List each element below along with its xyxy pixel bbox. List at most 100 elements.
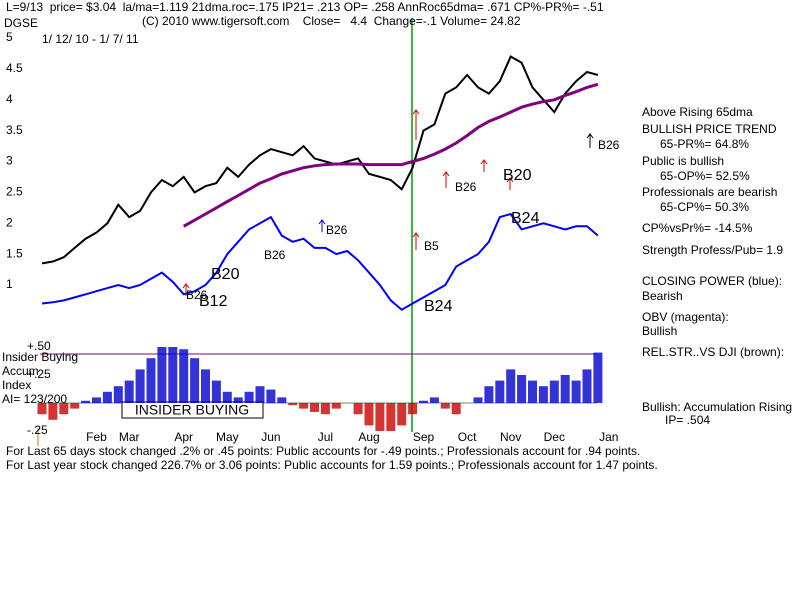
y-tick-label: 2.5 <box>6 185 23 199</box>
panel-label: Insider Buying <box>2 350 78 364</box>
accum-bar <box>299 403 309 409</box>
side-note: 65-OP%= 52.5% <box>660 169 750 183</box>
series-line <box>41 55 599 265</box>
side-note: OBV (magenta): <box>642 310 729 324</box>
accum-bar <box>266 389 276 403</box>
footer-line: For Last 65 days stock changed .2% or .4… <box>6 444 640 458</box>
accum-bar <box>48 403 58 420</box>
accum-bar <box>92 397 101 403</box>
accum-bar <box>211 380 221 403</box>
signal-arrow <box>506 177 514 190</box>
accum-bar <box>375 403 385 431</box>
y-tick-label: 3 <box>6 154 13 168</box>
accum-bar <box>288 403 298 406</box>
signal-arrow <box>318 219 326 232</box>
panel-label: AI= 123/200 <box>2 392 67 406</box>
signal-label: B26 <box>598 138 620 152</box>
accum-bar <box>582 369 592 403</box>
signal-arrows <box>182 109 514 296</box>
series-line <box>182 82 599 228</box>
accum-bar <box>201 369 210 403</box>
accum-bar <box>331 403 341 409</box>
accum-bar <box>549 380 559 403</box>
x-tick-label: Oct <box>458 430 477 444</box>
accum-bar <box>560 375 570 403</box>
accum-bar <box>473 397 483 403</box>
signal-label: B5 <box>424 239 439 253</box>
x-tick-label: May <box>216 430 239 444</box>
signal-label: B12 <box>199 293 228 310</box>
y-tick-label: 5 <box>6 30 13 44</box>
accum-bar <box>37 403 47 415</box>
y-tick-label: -.25 <box>27 423 48 437</box>
x-tick-label: Apr <box>174 430 193 444</box>
accum-bar <box>146 358 156 403</box>
accum-bar <box>157 347 167 403</box>
ticker: DGSE <box>4 16 38 30</box>
x-tick-label: Jun <box>261 430 280 444</box>
x-tick-label: Sep <box>413 430 435 444</box>
accum-bar <box>451 403 461 415</box>
side-note: Professionals are bearish <box>642 185 777 199</box>
accum-bar <box>517 375 527 403</box>
signal-arrow <box>412 232 420 250</box>
signal-label: B26 <box>186 288 208 302</box>
accum-bar <box>190 358 200 403</box>
panel-label: Accum <box>2 364 39 378</box>
accum-bar <box>440 403 450 409</box>
accum-bar <box>528 380 537 403</box>
signal-label: B20 <box>503 167 532 184</box>
side-note: Strength Profess/Pub= 1.9 <box>642 243 783 257</box>
y-tick-label: 1.5 <box>6 246 23 260</box>
accum-bar <box>277 397 287 403</box>
side-note: CP%vsPr%= -14.5% <box>642 221 753 235</box>
signal-label: B26 <box>326 223 348 237</box>
accum-bar <box>102 391 112 403</box>
date-range: 1/ 12/ 10 - 1/ 7/ 11 <box>42 32 139 46</box>
accum-bar <box>310 403 319 412</box>
accum-bar <box>538 386 548 403</box>
signal-arrow <box>442 171 450 188</box>
x-tick-label: Jul <box>318 430 333 444</box>
accum-bar <box>429 397 439 403</box>
side-note: Bullish <box>642 324 677 338</box>
side-note: 65-CP%= 50.3% <box>660 200 749 214</box>
accum-bar <box>320 403 330 415</box>
signal-label: B26 <box>264 248 286 262</box>
accum-bar <box>506 369 516 403</box>
accum-bar <box>113 386 123 403</box>
accum-bar <box>70 403 80 409</box>
accum-bar <box>495 380 505 403</box>
x-tick-label: Jan <box>599 430 618 444</box>
accum-bar <box>255 386 265 403</box>
subtitle: (C) 2010 www.tigersoft.com Close= 4.4 Ch… <box>142 14 521 28</box>
accum-bar <box>168 347 178 403</box>
x-tick-label: Mar <box>119 430 140 444</box>
y-tick-label: 4.5 <box>6 61 23 75</box>
signal-arrow <box>412 109 420 140</box>
accum-bar <box>408 403 418 415</box>
insider-label: INSIDER BUYING <box>135 402 249 418</box>
x-tick-label: Dec <box>544 430 565 444</box>
y-tick-label: +.25 <box>27 367 51 381</box>
side-note: IP= .504 <box>665 413 710 427</box>
y-tick-label: +.50 <box>27 339 51 353</box>
accum-bar <box>244 391 254 403</box>
accum-bar <box>571 380 581 403</box>
accum-bar <box>419 400 428 403</box>
accum-bar <box>386 403 396 431</box>
signal-label: B26 <box>455 180 477 194</box>
legend-entry: CLOSING POWER (blue): <box>642 274 782 288</box>
accum-bar <box>233 397 243 403</box>
series-line <box>41 212 599 311</box>
accum-bar <box>364 403 374 426</box>
side-note: REL.STR..VS DJI (brown): <box>642 345 784 359</box>
y-tick-label: 1 <box>6 277 13 291</box>
x-tick-label: Nov <box>500 430 521 444</box>
x-tick-label: Feb <box>86 430 107 444</box>
accum-bar <box>59 403 69 415</box>
y-tick-label: 3.5 <box>6 123 23 137</box>
accum-bar <box>484 386 494 403</box>
